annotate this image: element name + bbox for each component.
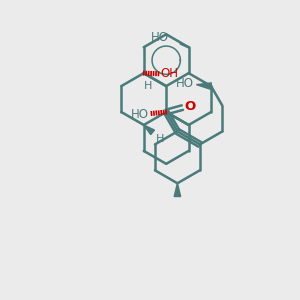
Polygon shape [174, 183, 181, 196]
Polygon shape [144, 125, 154, 135]
Text: H: H [144, 80, 152, 91]
Text: HO: HO [176, 77, 194, 90]
Text: H: H [155, 134, 164, 144]
Polygon shape [196, 83, 211, 89]
Text: HO: HO [130, 108, 148, 121]
Text: HO: HO [151, 31, 169, 44]
Text: OH: OH [161, 67, 179, 80]
Text: O: O [185, 100, 196, 113]
